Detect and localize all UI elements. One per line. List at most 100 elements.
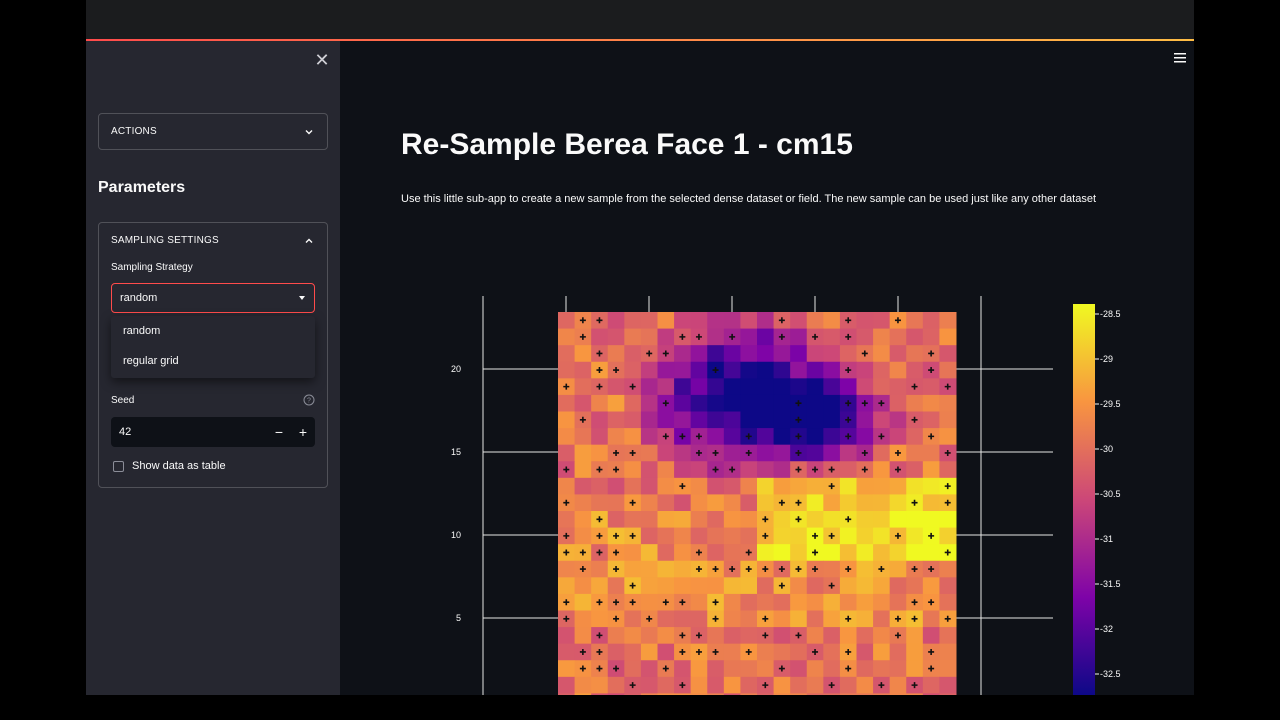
sample-marker [894,466,901,473]
heatmap-cell [674,461,692,479]
heatmap-cell [922,394,940,412]
heatmap-cells [558,312,957,695]
heatmap-cell [558,428,576,446]
heatmap-cell [723,494,741,512]
heatmap-cell [657,643,675,661]
sample-marker [845,433,852,440]
heatmap-cell [873,411,891,429]
sample-marker [579,566,586,573]
sample-marker [679,648,686,655]
heatmap-cell [806,428,824,446]
heatmap-cell [873,643,891,661]
heatmap-cell [757,593,775,611]
sample-marker [911,615,918,622]
sample-marker [729,333,736,340]
heatmap-cell [806,593,824,611]
heatmap-cell [856,676,874,694]
heatmap-cell [624,461,642,479]
sampling-settings-header[interactable]: SAMPLING SETTINGS [99,223,327,258]
heatmap-cell [856,527,874,545]
y-tick-label: 5 [456,613,461,623]
sample-marker [944,615,951,622]
hamburger-menu-icon[interactable] [1172,52,1188,64]
sampling-strategy-select[interactable]: random [111,283,315,313]
colorbar-tick-label: -31.5 [1100,579,1121,589]
sample-marker [845,317,852,324]
sample-marker [861,449,868,456]
sample-marker [695,549,702,556]
heatmap-cell [889,660,907,678]
heatmap-cell [839,693,857,695]
chevron-down-icon [305,129,313,134]
heatmap-cell [939,461,957,479]
actions-expander[interactable]: ACTIONS [98,113,328,150]
heatmap-cell [757,461,775,479]
heatmap-cell [723,577,741,595]
close-sidebar-icon[interactable]: ✕ [314,50,330,70]
sample-marker [563,383,570,390]
sample-marker [928,433,935,440]
colorbar-ticks: -28.5 -29 -29.5 -30 -30.5 -31 -31.5 -32 -32.5 [1095,309,1121,679]
heatmap-cell [889,560,907,578]
heatmap-cell [707,378,725,396]
seed-decrement-button[interactable]: − [274,424,284,440]
heatmap-cell [823,494,841,512]
heatmap-cell [723,643,741,661]
sample-marker [878,400,885,407]
option-regular-grid[interactable]: regular grid [123,355,179,367]
heatmap-chart: 5 10 15 20 -28.5 -29 -29.5 -30 -30.5 -31 -31.5 -32… [451,296,1121,695]
sample-marker [845,665,852,672]
heatmap-cell [723,345,741,363]
heatmap-cell [723,411,741,429]
heatmap-cell [939,660,957,678]
sample-marker [861,466,868,473]
heatmap-cell [823,643,841,661]
sample-marker [596,665,603,672]
sample-marker [579,317,586,324]
heatmap-cell [889,643,907,661]
heatmap-cell [856,610,874,628]
heatmap-cell [640,378,658,396]
heatmap-cell [873,444,891,462]
option-random[interactable]: random [123,325,161,337]
heatmap-cell [922,511,940,529]
heatmap-cell [757,643,775,661]
heatmap-cell [723,627,741,645]
help-icon[interactable]: ? [303,394,315,406]
heatmap-cell [723,312,741,330]
y-tick-label: 20 [451,364,461,374]
show-table-checkbox[interactable] [113,461,124,472]
seed-number-input: − + [111,417,315,447]
heatmap-cell [906,577,924,595]
heatmap-cell [657,560,675,578]
heatmap-cell [690,461,708,479]
sample-marker [911,566,918,573]
heatmap-cell [806,494,824,512]
sample-marker [563,599,570,606]
heatmap-cell [674,361,692,379]
heatmap-cell [873,577,891,595]
heatmap-cell [707,312,725,330]
sample-marker [729,566,736,573]
sample-marker [795,449,802,456]
heatmap-cell [906,361,924,379]
heatmap-cell [558,560,576,578]
heatmap-cell [674,312,692,330]
sample-marker [695,648,702,655]
heatmap-cell [690,693,708,695]
sample-marker [679,333,686,340]
sample-marker [596,466,603,473]
heatmap-cell [574,477,592,495]
heatmap-cell [657,312,675,330]
actions-expander-header[interactable]: ACTIONS [99,114,327,149]
heatmap-cell [773,345,791,363]
heatmap-cell [624,411,642,429]
seed-increment-button[interactable]: + [298,424,308,440]
seed-field[interactable] [111,426,267,438]
heatmap-cell [823,394,841,412]
heatmap-cell [740,593,758,611]
heatmap-cell [856,693,874,695]
heatmap-cell [574,461,592,479]
heatmap-cell [823,610,841,628]
heatmap-cell [889,494,907,512]
